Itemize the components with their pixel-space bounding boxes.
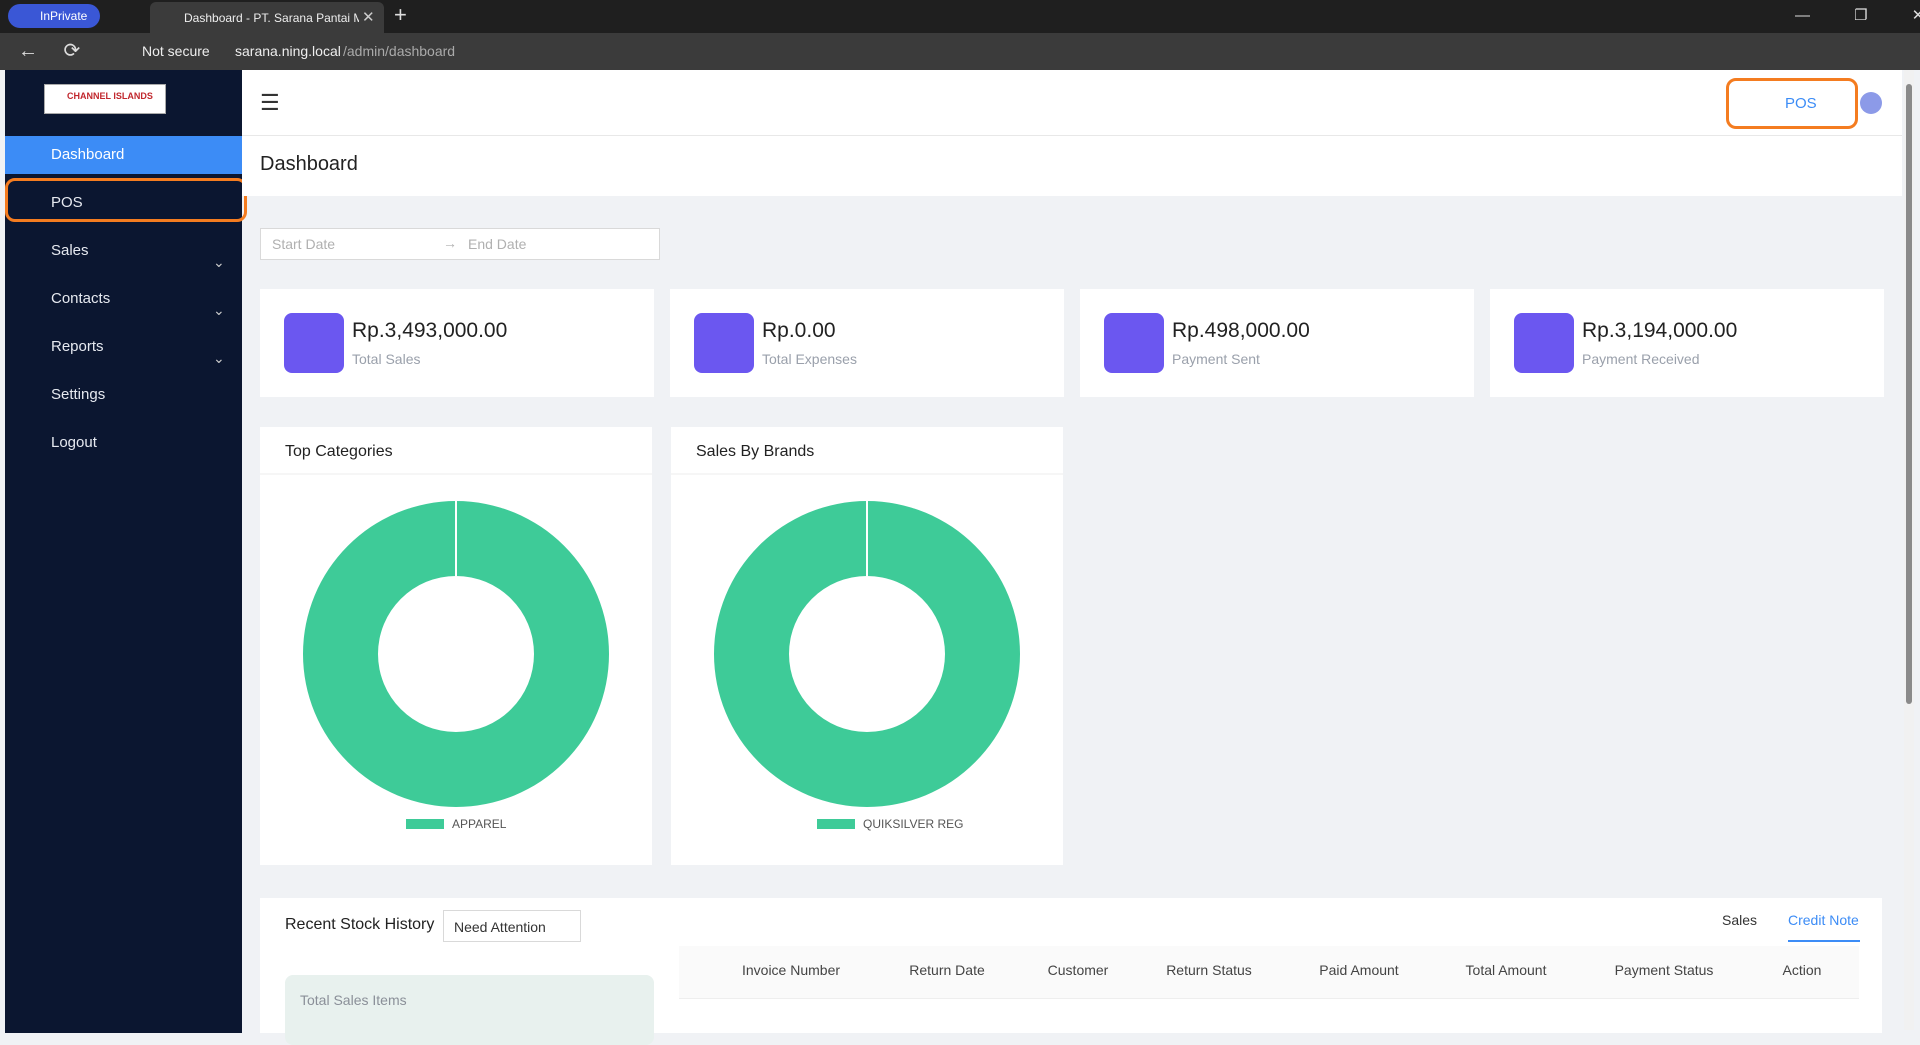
tab[interactable]: Sales (1722, 912, 1758, 928)
stat-value: Rp.0.00 (762, 319, 836, 342)
stat-label: Payment Received (1582, 351, 1700, 367)
arrow: → (443, 235, 457, 251)
stat-card: Rp.3,493,000.00 Total Sales (260, 289, 654, 397)
header (242, 70, 1902, 136)
nav-item[interactable]: Dashboard (51, 146, 125, 163)
column-header: Customer (1047, 962, 1109, 978)
active-tab[interactable]: Dashboard - PT. Sarana Pantai M ✕ (150, 2, 384, 33)
sidebar: CHANNEL ISLANDS Dashboard POS Sales Cont… (5, 70, 242, 1033)
stat-label: Payment Sent (1172, 351, 1260, 367)
column-header: Total Amount (1465, 962, 1547, 978)
stat-card: Rp.3,194,000.00 Payment Received (1490, 289, 1884, 397)
stat-value: Rp.498,000.00 (1172, 319, 1310, 342)
column-header: Payment Status (1614, 962, 1714, 978)
menu-icon[interactable]: ☰ (260, 90, 280, 115)
column-header: Invoice Number (741, 962, 841, 978)
nav-item[interactable]: POS (51, 194, 83, 211)
tab-underline (1788, 940, 1860, 942)
date-range[interactable]: Start Date → End Date (260, 228, 660, 260)
nav-buttons[interactable]: ← ⟳ (18, 40, 81, 62)
filter-select[interactable]: Need Attention (443, 910, 581, 942)
page-title: Dashboard (260, 153, 358, 175)
scrollbar[interactable] (1904, 70, 1914, 1030)
column-header: Return Date (909, 962, 985, 978)
pos-text: POS (1785, 95, 1817, 112)
tab[interactable]: Credit Note (1788, 912, 1859, 928)
column-header: Return Status (1166, 962, 1252, 978)
logo-text: CHANNEL ISLANDS (67, 91, 153, 101)
avatar[interactable] (1860, 92, 1882, 114)
logo: CHANNEL ISLANDS (44, 84, 166, 114)
tab-close[interactable]: ✕ (362, 9, 375, 26)
highlight (5, 178, 247, 222)
nav-item[interactable]: Sales (51, 242, 89, 259)
legend-swatch (817, 819, 855, 829)
column-header: Action (1782, 962, 1822, 978)
end-date: End Date (468, 236, 527, 252)
tab-title: Dashboard - PT. Sarana Pantai M (184, 11, 359, 25)
legend-label: QUIKSILVER REG (863, 817, 963, 831)
summary-label: Total Sales Items (300, 992, 407, 1008)
legend-swatch (406, 819, 444, 829)
security[interactable]: Not secure (142, 43, 210, 59)
donut-slice (303, 501, 609, 807)
chevrons: ⌄ ⌄ ⌄ (213, 254, 225, 366)
nav-item[interactable]: Reports (51, 338, 104, 355)
stat-card: Rp.498,000.00 Payment Sent (1080, 289, 1474, 397)
column-header: Paid Amount (1319, 962, 1399, 978)
window-controls[interactable]: — ❐ ✕ (1795, 7, 1920, 24)
stat-value: Rp.3,194,000.00 (1582, 319, 1738, 342)
url-path[interactable]: /admin/dashboard (343, 43, 456, 59)
legend-label: APPAREL (452, 817, 507, 831)
stat-label: Total Sales (352, 351, 421, 367)
inprivate-badge[interactable]: InPrivate (8, 4, 100, 28)
table-head (679, 946, 1859, 999)
badge-text: InPrivate (40, 9, 88, 23)
nav-item[interactable]: Logout (51, 434, 97, 451)
donut-slice (714, 501, 1020, 807)
section-title: Recent Stock History (285, 916, 435, 933)
stat-card: Rp.0.00 Total Expenses (670, 289, 1064, 397)
summary-card: Total Sales Items (285, 975, 654, 1045)
address-bar (0, 33, 1920, 70)
stat-value: Rp.3,493,000.00 (352, 319, 508, 342)
chart-title: Top Categories (285, 443, 393, 460)
new-tab[interactable]: + (394, 2, 407, 27)
active-item[interactable] (5, 136, 242, 174)
stat-label: Total Expenses (762, 351, 857, 367)
chart-title: Sales By Brands (696, 443, 814, 460)
nav-item[interactable]: Contacts (51, 290, 111, 307)
url-host[interactable]: sarana.ning.local (235, 43, 341, 59)
nav-item[interactable]: Settings (51, 386, 106, 403)
pos-button[interactable]: POS (1726, 78, 1858, 129)
start-date: Start Date (272, 236, 336, 252)
filter-text: Need Attention (454, 919, 546, 935)
title-bar (242, 136, 1902, 196)
